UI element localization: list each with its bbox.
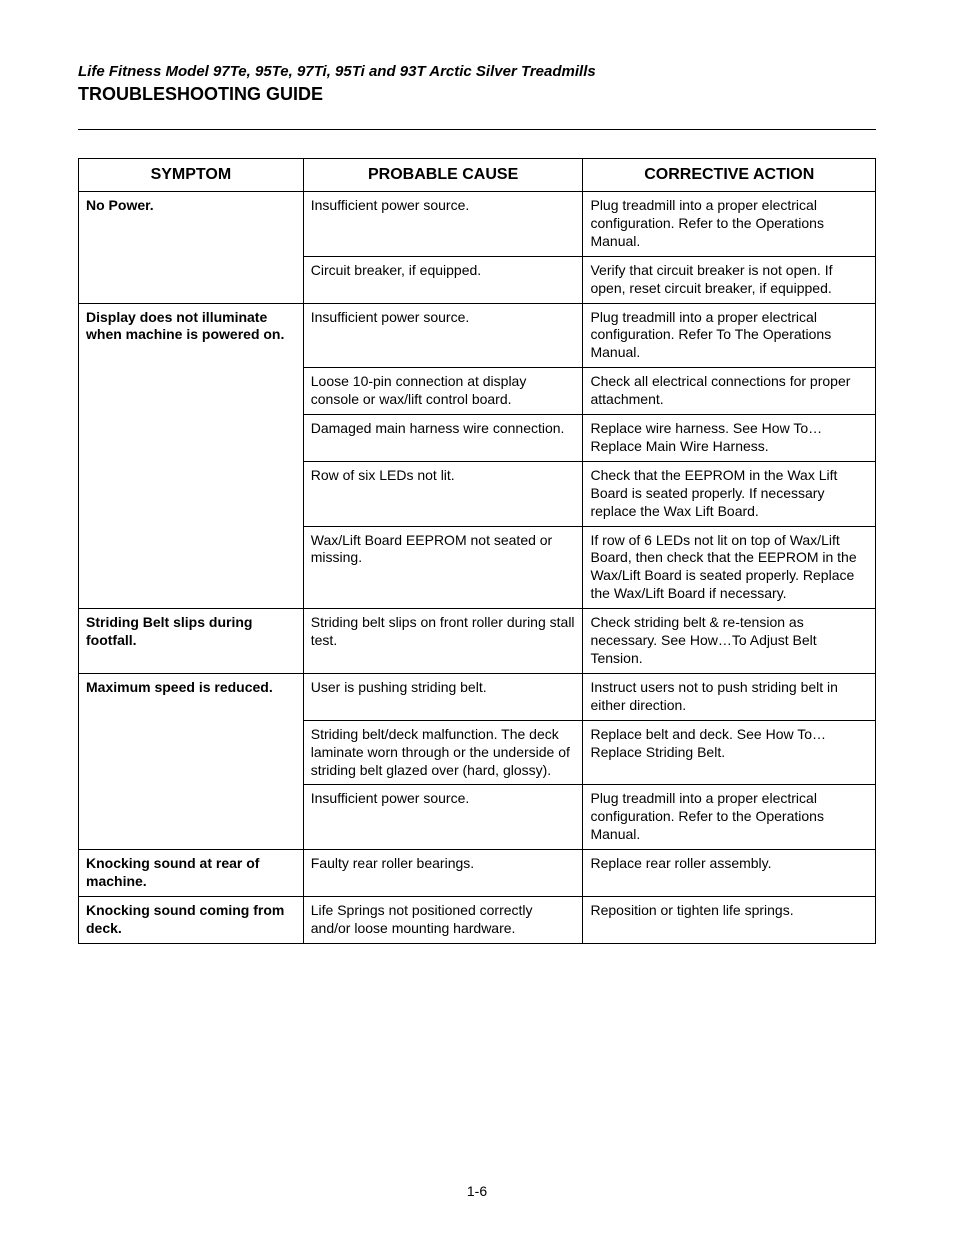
cause-cell: Damaged main harness wire connection.	[303, 415, 583, 462]
table-row: Striding Belt slips during footfall.Stri…	[79, 609, 876, 674]
action-cell: Plug treadmill into a proper electrical …	[583, 303, 876, 368]
action-cell: Replace wire harness. See How To…Replace…	[583, 415, 876, 462]
cause-cell: Loose 10-pin connection at display conso…	[303, 368, 583, 415]
table-row: No Power.Insufficient power source.Plug …	[79, 191, 876, 256]
cause-cell: Insufficient power source.	[303, 785, 583, 850]
cause-cell: User is pushing striding belt.	[303, 673, 583, 720]
action-cell: Reposition or tighten life springs.	[583, 896, 876, 943]
cause-cell: Wax/Lift Board EEPROM not seated or miss…	[303, 526, 583, 609]
header-cause: PROBABLE CAUSE	[303, 158, 583, 191]
table-header-row: SYMPTOM PROBABLE CAUSE CORRECTIVE ACTION	[79, 158, 876, 191]
action-cell: Verify that circuit breaker is not open.…	[583, 256, 876, 303]
header-symptom: SYMPTOM	[79, 158, 304, 191]
table-row: Display does not illuminate when machine…	[79, 303, 876, 368]
symptom-cell: Display does not illuminate when machine…	[79, 303, 304, 609]
troubleshooting-table: SYMPTOM PROBABLE CAUSE CORRECTIVE ACTION…	[78, 158, 876, 944]
cause-cell: Insufficient power source.	[303, 303, 583, 368]
symptom-cell: Maximum speed is reduced.	[79, 673, 304, 849]
action-cell: Check all electrical connections for pro…	[583, 368, 876, 415]
action-cell: Check that the EEPROM in the Wax Lift Bo…	[583, 461, 876, 526]
table-row: Maximum speed is reduced.User is pushing…	[79, 673, 876, 720]
cause-cell: Life Springs not positioned correctly an…	[303, 896, 583, 943]
divider	[78, 129, 876, 130]
symptom-cell: Striding Belt slips during footfall.	[79, 609, 304, 674]
page-number: 1-6	[0, 1183, 954, 1199]
doc-subtitle: Life Fitness Model 97Te, 95Te, 97Ti, 95T…	[78, 62, 876, 82]
cause-cell: Insufficient power source.	[303, 191, 583, 256]
action-cell: Instruct users not to push striding belt…	[583, 673, 876, 720]
table-row: Knocking sound coming from deck.Life Spr…	[79, 896, 876, 943]
page: Life Fitness Model 97Te, 95Te, 97Ti, 95T…	[0, 0, 954, 1235]
action-cell: Check striding belt & re-tension as nece…	[583, 609, 876, 674]
cause-cell: Striding belt/deck malfunction. The deck…	[303, 720, 583, 785]
action-cell: Replace rear roller assembly.	[583, 850, 876, 897]
header-action: CORRECTIVE ACTION	[583, 158, 876, 191]
action-cell: Replace belt and deck. See How To…Replac…	[583, 720, 876, 785]
action-cell: If row of 6 LEDs not lit on top of Wax/L…	[583, 526, 876, 609]
action-cell: Plug treadmill into a proper electrical …	[583, 785, 876, 850]
cause-cell: Striding belt slips on front roller duri…	[303, 609, 583, 674]
cause-cell: Circuit breaker, if equipped.	[303, 256, 583, 303]
cause-cell: Faulty rear roller bearings.	[303, 850, 583, 897]
cause-cell: Row of six LEDs not lit.	[303, 461, 583, 526]
action-cell: Plug treadmill into a proper electrical …	[583, 191, 876, 256]
doc-title: TROUBLESHOOTING GUIDE	[78, 84, 876, 105]
symptom-cell: Knocking sound coming from deck.	[79, 896, 304, 943]
symptom-cell: Knocking sound at rear of machine.	[79, 850, 304, 897]
symptom-cell: No Power.	[79, 191, 304, 303]
table-row: Knocking sound at rear of machine.Faulty…	[79, 850, 876, 897]
